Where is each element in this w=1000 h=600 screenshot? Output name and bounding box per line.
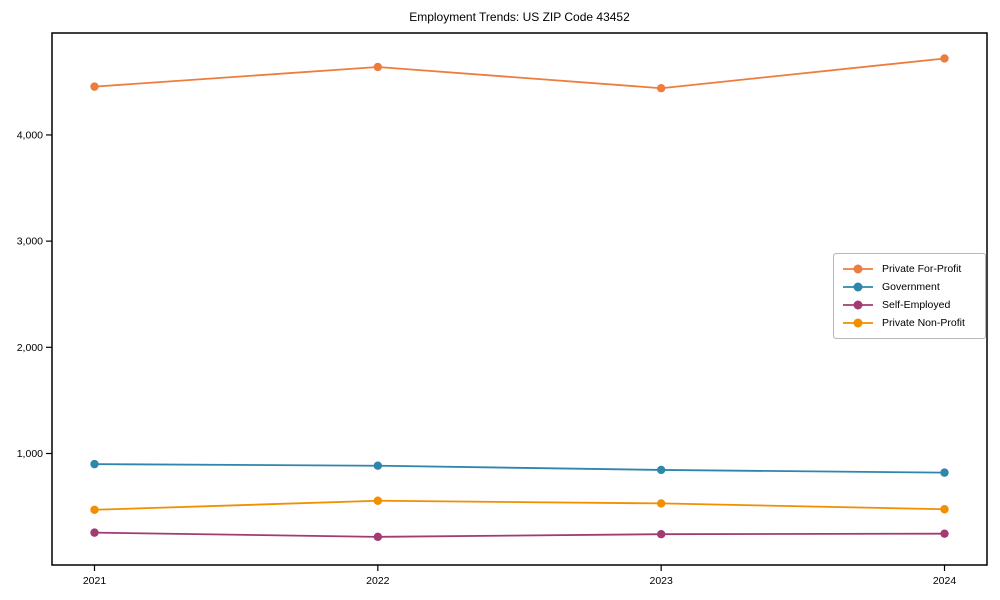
data-point-private-for-profit-2024	[940, 54, 949, 63]
series-line-self-employed	[94, 531, 945, 538]
data-point-private-non-profit-2023	[656, 499, 666, 508]
data-point-private-non-profit-2024	[940, 505, 949, 514]
data-point-government-2024	[940, 468, 949, 477]
axes-frame	[51, 32, 988, 566]
data-point-self-employed-2022	[373, 532, 383, 542]
legend-item-private-non-profit: Private Non-Profit	[842, 314, 977, 332]
legend-label: Self-Employed	[882, 299, 951, 311]
data-point-self-employed-2024	[940, 529, 949, 538]
y-tick-label: 2,000	[17, 342, 43, 354]
legend-marker-private-for-profit-icon	[843, 264, 873, 274]
data-point-government-2023	[656, 465, 666, 475]
legend-item-private-for-profit: Private For-Profit	[842, 260, 977, 278]
data-point-government-2022	[373, 461, 383, 470]
series-line-private-for-profit	[94, 57, 945, 90]
data-point-self-employed-2021	[90, 528, 99, 537]
x-tick-label: 2023	[649, 575, 673, 587]
legend-item-government: Government	[842, 278, 977, 296]
x-tick-label: 2024	[933, 575, 957, 587]
legend-label: Government	[882, 281, 940, 293]
data-point-private-for-profit-2022	[373, 62, 383, 72]
data-point-self-employed-2023	[656, 530, 666, 539]
series-line-government	[94, 463, 945, 474]
data-point-private-non-profit-2022	[373, 496, 383, 505]
legend: Private For-Profit Government Self-Employe…	[833, 253, 986, 339]
y-tick-label: 3,000	[17, 236, 43, 248]
legend-marker-self-employed-icon	[843, 300, 873, 310]
legend-marker-private-non-profit-icon	[843, 318, 873, 328]
y-tick-label: 1,000	[17, 448, 43, 460]
data-point-government-2021	[90, 459, 99, 469]
data-point-private-for-profit-2021	[90, 82, 99, 91]
x-tick-label: 2022	[366, 575, 390, 587]
series-line-private-non-profit	[94, 499, 945, 511]
chart-title: Employment Trends: US ZIP Code 43452	[409, 10, 630, 24]
data-point-private-for-profit-2023	[656, 84, 666, 93]
legend-label: Private For-Profit	[882, 263, 962, 275]
y-tick-label: 4,000	[17, 129, 43, 141]
data-point-private-non-profit-2021	[90, 505, 99, 514]
legend-label: Private Non-Profit	[882, 317, 965, 329]
legend-marker-government-icon	[843, 282, 873, 292]
legend-item-self-employed: Self-Employed	[842, 296, 977, 314]
x-tick-label: 2021	[83, 575, 107, 587]
